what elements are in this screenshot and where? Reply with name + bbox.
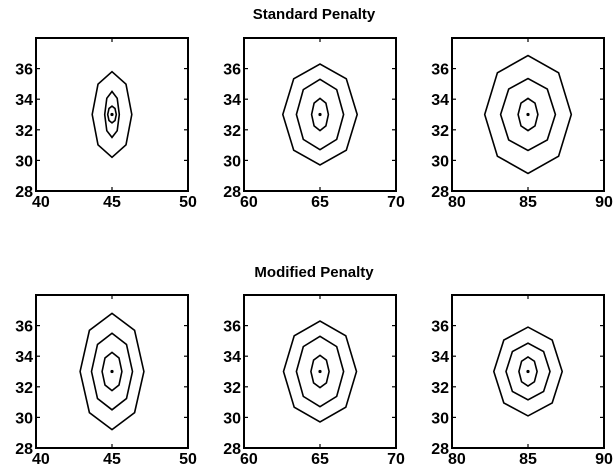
standard-panel-2-xtick-label-70: 70 (387, 194, 405, 211)
standard-panel-3-contour-2 (499, 77, 557, 152)
standard-panel-3-peak-dot (526, 112, 530, 117)
modified-panel-1-ytick-label-34: 34 (15, 349, 33, 366)
standard-panel-2: 28 30 32 34 36 60 65 70 (223, 37, 405, 211)
standard-panel-1-ytick-label-28: 28 (15, 184, 33, 201)
modified-panel-1-contour-1 (101, 351, 123, 392)
standard-panel-1-contour-2 (103, 90, 121, 139)
standard-panel-1-contour-1 (106, 105, 118, 124)
standard-panel-2-ytick-label-32: 32 (223, 123, 241, 140)
modified-panel-2: 28 30 32 34 36 60 65 70 (223, 294, 405, 468)
modified-panel-1-ytick-label-36: 36 (15, 319, 33, 336)
modified-panel-3-xtick-label-90: 90 (595, 451, 613, 468)
standard-panel-2-ytick-label-36: 36 (223, 62, 241, 79)
modified-panel-3-xtick-label-85: 85 (519, 451, 537, 468)
standard-panel-1-xtick-label-50: 50 (179, 194, 197, 211)
standard-panel-3-xtick-label-85: 85 (519, 194, 537, 211)
standard-panel-3-ytick-label-34: 34 (431, 92, 449, 109)
modified-panel-1-peak-dot (110, 369, 114, 374)
modified-panel-1-contour-2 (90, 332, 134, 411)
modified-panel-2-xtick-label-65: 65 (311, 451, 329, 468)
standard-panel-2-peak-dot (318, 112, 322, 117)
modified-panel-2-ytick-label-34: 34 (223, 349, 241, 366)
modified-panel-1-contour-3 (79, 312, 145, 431)
standard-panel-2-xtick-label-65: 65 (311, 194, 329, 211)
standard-panel-1-ytick-label-34: 34 (15, 92, 33, 109)
row-title-modified-penalty: Modified Penalty (254, 264, 374, 281)
standard-panel-2-contour-2 (295, 78, 345, 151)
standard-panel-3-contour-3 (483, 54, 573, 175)
modified-panel-2-xtick-label-70: 70 (387, 451, 405, 468)
modified-panel-3: 28 30 32 34 36 80 85 90 (431, 294, 613, 468)
standard-panel-2-ytick-label-28: 28 (223, 184, 241, 201)
modified-panel-1-xtick-label-40: 40 (32, 451, 50, 468)
modified-panel-3-ytick-label-30: 30 (431, 410, 449, 427)
modified-panel-1-xtick-label-45: 45 (103, 451, 121, 468)
modified-panel-2-contour-1 (310, 354, 330, 389)
modified-panel-2-contour-2 (295, 335, 345, 408)
standard-panel-1-ytick-label-36: 36 (15, 62, 33, 79)
standard-panel-3-ytick-label-32: 32 (431, 123, 449, 140)
modified-panel-3-peak-dot (526, 369, 530, 374)
modified-panel-3-contour-3 (492, 326, 564, 417)
standard-panel-1-xtick-label-45: 45 (103, 194, 121, 211)
modified-panel-1: 28 30 32 34 36 40 45 50 (15, 294, 197, 468)
standard-panel-1-xtick-label-40: 40 (32, 194, 50, 211)
standard-panel-2-contour-3 (281, 63, 359, 166)
standard-panel-1-contour-3 (91, 70, 133, 159)
standard-panel-3: 28 30 32 34 36 80 85 90 (431, 37, 613, 211)
modified-panel-3-ytick-label-36: 36 (431, 319, 449, 336)
modified-panel-1-ytick-label-28: 28 (15, 441, 33, 458)
standard-panel-3-ytick-label-36: 36 (431, 62, 449, 79)
standard-panel-2-xtick-label-60: 60 (240, 194, 258, 211)
modified-panel-2-ytick-label-36: 36 (223, 319, 241, 336)
modified-panel-3-ytick-label-32: 32 (431, 380, 449, 397)
standard-panel-1-ytick-label-32: 32 (15, 123, 33, 140)
modified-panel-1-ytick-label-30: 30 (15, 410, 33, 427)
modified-panel-3-contour-2 (505, 342, 551, 401)
modified-panel-2-ytick-label-28: 28 (223, 441, 241, 458)
standard-panel-2-ytick-label-30: 30 (223, 153, 241, 170)
standard-panel-2-ytick-label-34: 34 (223, 92, 241, 109)
modified-panel-3-contour-1 (518, 356, 538, 387)
standard-panel-3-xtick-label-90: 90 (595, 194, 613, 211)
modified-panel-2-peak-dot (318, 369, 322, 374)
modified-panel-3-ytick-label-34: 34 (431, 349, 449, 366)
standard-panel-1-ytick-label-30: 30 (15, 153, 33, 170)
modified-panel-2-contour-3 (282, 320, 358, 423)
modified-panel-1-ytick-label-32: 32 (15, 380, 33, 397)
standard-panel-3-xtick-label-80: 80 (448, 194, 466, 211)
standard-panel-1-peak-dot (110, 112, 114, 117)
standard-panel-2-contour-1 (310, 97, 330, 132)
standard-panel-3-ytick-label-28: 28 (431, 184, 449, 201)
row-title-standard-penalty: Standard Penalty (253, 6, 376, 23)
modified-panel-3-xtick-label-80: 80 (448, 451, 466, 468)
modified-panel-3-ytick-label-28: 28 (431, 441, 449, 458)
standard-panel-3-contour-1 (517, 97, 539, 132)
standard-panel-1: 28 30 32 34 36 40 45 50 (15, 37, 197, 211)
modified-panel-2-ytick-label-32: 32 (223, 380, 241, 397)
standard-panel-3-ytick-label-30: 30 (431, 153, 449, 170)
modified-panel-2-ytick-label-30: 30 (223, 410, 241, 427)
modified-panel-1-xtick-label-50: 50 (179, 451, 197, 468)
modified-panel-2-xtick-label-60: 60 (240, 451, 258, 468)
